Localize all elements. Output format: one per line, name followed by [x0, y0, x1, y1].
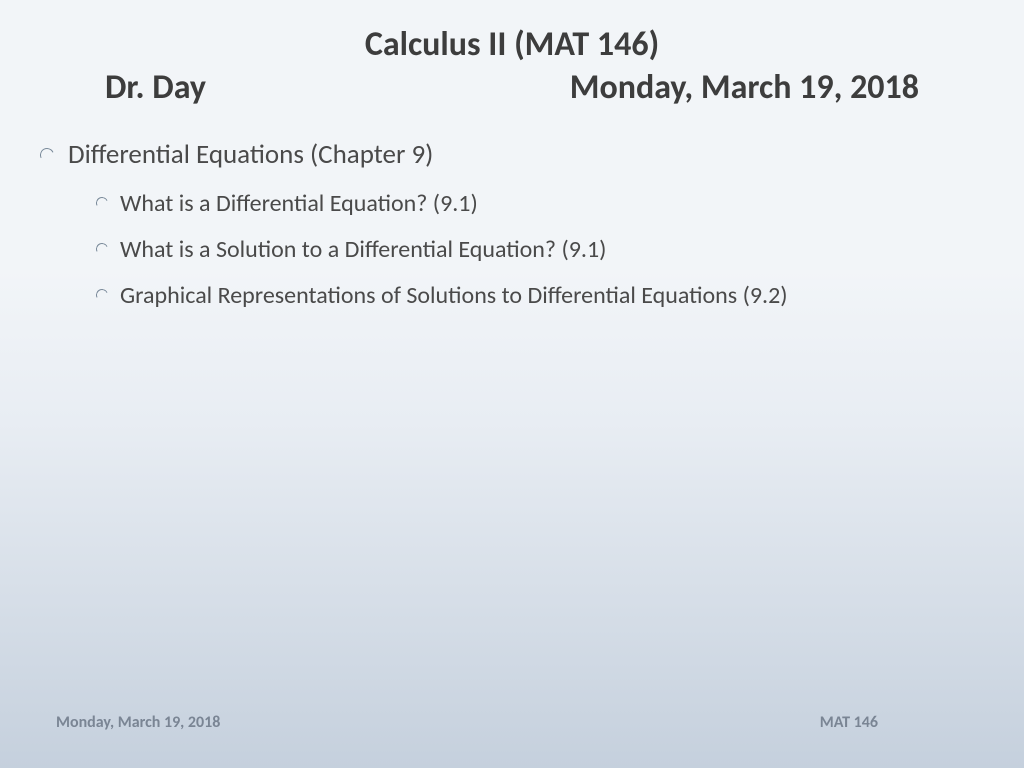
course-title: Calculus II (MAT 146) [40, 24, 984, 67]
title-spacer [206, 67, 570, 110]
title-subline: Dr. Day Monday, March 19, 2018 [40, 67, 984, 110]
outline-item: Graphical Representations of Solutions t… [40, 278, 984, 314]
slide-title: Calculus II (MAT 146) Dr. Day Monday, Ma… [40, 24, 984, 109]
footer-course: MAT 146 [820, 713, 968, 732]
outline-heading: Differential Equations (Chapter 9) [40, 135, 984, 176]
bullet-icon [94, 241, 109, 256]
outline-item-text: What is a Solution to a Differential Equ… [120, 232, 606, 268]
slide: Calculus II (MAT 146) Dr. Day Monday, Ma… [0, 0, 1024, 768]
outline-item: What is a Solution to a Differential Equ… [40, 232, 984, 268]
bullet-icon [94, 195, 109, 210]
footer-date: Monday, March 19, 2018 [56, 713, 220, 732]
instructor-name: Dr. Day [105, 67, 206, 110]
bullet-icon [94, 287, 109, 302]
outline-item-text: What is a Differential Equation? (9.1) [120, 186, 478, 222]
outline-item-text: Graphical Representations of Solutions t… [120, 278, 788, 314]
slide-content: Differential Equations (Chapter 9) What … [40, 135, 984, 314]
lecture-date: Monday, March 19, 2018 [570, 67, 919, 110]
outline-heading-text: Differential Equations (Chapter 9) [68, 135, 433, 176]
slide-footer: Monday, March 19, 2018 MAT 146 [0, 713, 1024, 732]
bullet-icon [38, 146, 56, 164]
outline-item: What is a Differential Equation? (9.1) [40, 186, 984, 222]
